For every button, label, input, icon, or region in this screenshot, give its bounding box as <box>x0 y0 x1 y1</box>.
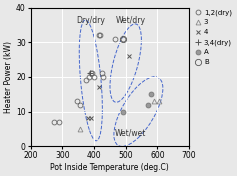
1,2(dry) <box>58 121 60 123</box>
1,2(dry) <box>89 72 92 74</box>
1,2(dry) <box>53 121 56 123</box>
Line: A: A <box>120 92 154 114</box>
4 <box>86 117 89 120</box>
1,2(dry) <box>88 76 91 78</box>
1,2(dry) <box>91 72 94 74</box>
1,2(dry) <box>99 34 102 36</box>
3 <box>78 128 81 130</box>
A <box>121 111 124 113</box>
Line: 4: 4 <box>85 54 131 121</box>
A <box>150 93 152 95</box>
1,2(dry) <box>78 104 81 106</box>
1,2(dry) <box>93 76 96 78</box>
1,2(dry) <box>85 79 87 81</box>
4 <box>128 55 130 57</box>
1,2(dry) <box>100 72 103 74</box>
1,2(dry) <box>97 34 100 36</box>
4 <box>89 117 92 120</box>
Text: Wet/dry: Wet/dry <box>116 16 146 25</box>
Y-axis label: Heater Power (kW): Heater Power (kW) <box>4 41 13 113</box>
1,2(dry) <box>113 38 116 40</box>
Legend: 1,2(dry), 3, 4, 3,4(dry), A, B: 1,2(dry), 3, 4, 3,4(dry), A, B <box>194 8 232 66</box>
1,2(dry) <box>102 76 105 78</box>
A <box>146 104 149 106</box>
3 <box>153 100 156 102</box>
4 <box>97 86 100 88</box>
Text: Dry/dry: Dry/dry <box>77 16 105 25</box>
1,2(dry) <box>75 100 78 102</box>
Text: Wet/wet: Wet/wet <box>114 128 146 137</box>
Line: 1,2(dry): 1,2(dry) <box>52 33 125 124</box>
Line: 3: 3 <box>77 99 161 131</box>
3 <box>158 100 160 102</box>
X-axis label: Pot Inside Temperature (deg.C): Pot Inside Temperature (deg.C) <box>50 163 169 172</box>
1,2(dry) <box>121 38 124 40</box>
